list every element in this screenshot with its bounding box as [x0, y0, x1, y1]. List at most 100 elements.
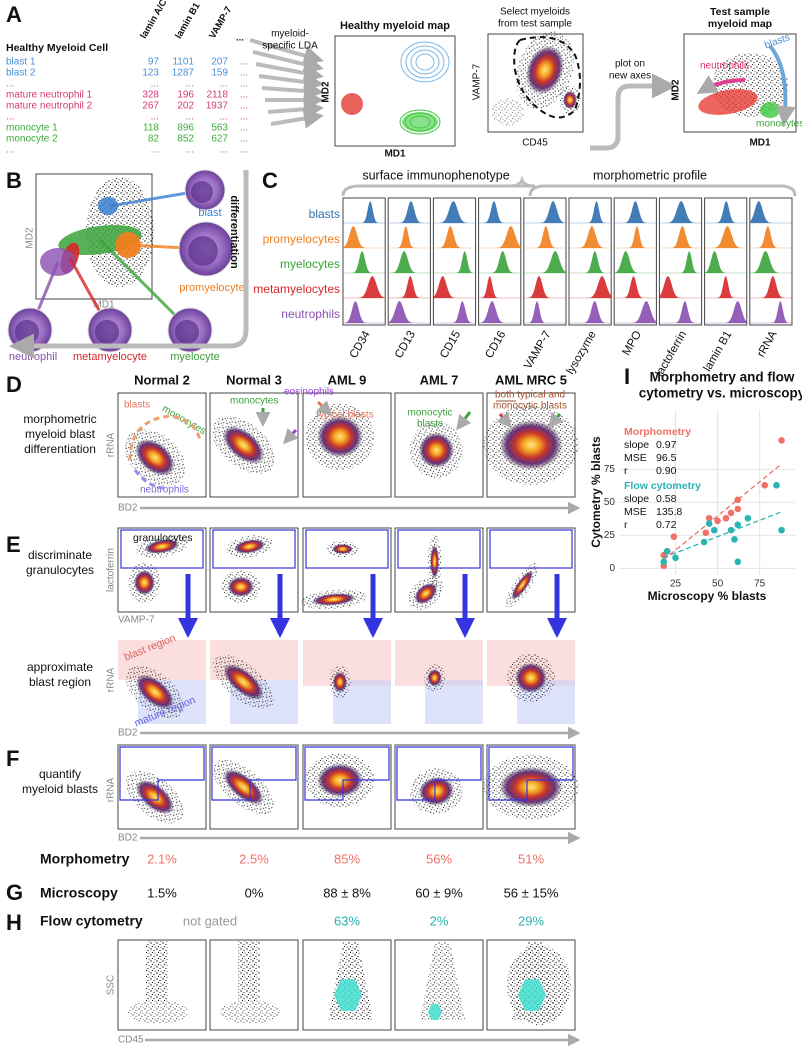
- table-cell: 1101: [172, 57, 194, 68]
- gate: [212, 529, 296, 569]
- group-bracket: [341, 175, 536, 197]
- cluster: [760, 102, 780, 118]
- histogram-column: [704, 197, 748, 326]
- column-header: ...: [236, 33, 244, 44]
- density-core: [418, 432, 454, 468]
- group-bracket: [528, 184, 797, 197]
- annotation: monocytes: [230, 396, 278, 407]
- density-core: [317, 415, 363, 458]
- scatter-cloud: [238, 941, 260, 1001]
- histogram-column: [478, 197, 522, 326]
- density-core: [427, 669, 442, 687]
- plot-frame: [486, 527, 576, 613]
- histogram-column: [658, 197, 703, 326]
- point: [734, 558, 742, 566]
- panel-letter: D: [6, 372, 22, 397]
- table-cell: 2118: [206, 90, 228, 101]
- cluster: [399, 109, 441, 135]
- cell-nucleus: [174, 319, 200, 345]
- point: [660, 558, 668, 566]
- histogram: [659, 201, 702, 223]
- histogram: [478, 276, 521, 298]
- histogram: [704, 201, 747, 223]
- panel-letter: H: [6, 910, 22, 935]
- annotation-arrow: [282, 428, 299, 445]
- label: MD1: [749, 138, 771, 149]
- result-value: 56%: [426, 851, 452, 866]
- axis-label: VAMP-7: [118, 615, 155, 626]
- annotation: eosinophils: [284, 387, 334, 398]
- row-label: blasts: [309, 207, 340, 221]
- density-core: [222, 426, 265, 464]
- sample-header: Normal 2: [134, 372, 190, 387]
- histogram: [749, 226, 792, 248]
- density-core: [135, 439, 175, 476]
- stat-value: 96.5: [656, 452, 677, 464]
- table-cell: 97: [148, 57, 160, 68]
- histogram: [614, 226, 657, 248]
- plot-frame: [209, 939, 299, 1031]
- label: MD1: [93, 300, 115, 311]
- table-cell: 852: [177, 134, 194, 145]
- annotation: blasts: [417, 419, 443, 430]
- blast-gate: [119, 746, 205, 801]
- density-core: [418, 776, 454, 806]
- plot-frame: [117, 744, 207, 830]
- chart-title: Morphometry and flow: [650, 370, 795, 385]
- density-core: [430, 544, 439, 579]
- table-cell: ...: [240, 123, 248, 134]
- row-label: myelocytes: [280, 257, 340, 271]
- table-cell: 1287: [172, 68, 195, 79]
- row-description: discriminate: [28, 548, 92, 562]
- table-cell: 159: [211, 68, 228, 79]
- plot-frame: [302, 744, 392, 830]
- panel-letter: B: [6, 168, 22, 193]
- histogram: [749, 251, 792, 273]
- sample-header: AML 7: [420, 372, 459, 387]
- cell-label: neutrophil: [9, 351, 57, 363]
- histogram: [343, 276, 386, 298]
- gate: [489, 529, 573, 569]
- density-core: [144, 539, 180, 554]
- stat-label: slope: [624, 493, 649, 505]
- table-cell: 627: [211, 134, 228, 145]
- histogram-column: [568, 197, 612, 326]
- label: MD2: [25, 227, 36, 249]
- point: [744, 514, 752, 522]
- fit-line: [663, 511, 782, 559]
- density-core: [223, 769, 264, 805]
- panel-letter: C: [262, 168, 278, 193]
- axis-label: BD2: [118, 833, 138, 844]
- histogram: [478, 226, 521, 248]
- table-cell: ...: [240, 68, 248, 79]
- table-cell: ...: [220, 112, 228, 123]
- label: MD1: [384, 149, 406, 160]
- map-title: from test sample: [498, 19, 572, 30]
- cell-nucleus: [191, 181, 213, 203]
- stat-label: r: [624, 519, 628, 531]
- plot-frame: [394, 392, 484, 498]
- point: [663, 547, 671, 555]
- row-label: blast 2: [6, 68, 36, 79]
- scatter-cloud: [128, 1000, 188, 1024]
- result-value: 60 ± 9%: [415, 885, 463, 900]
- stack-arrow: [267, 99, 324, 120]
- table-cell: 207: [211, 57, 228, 68]
- column-label: VAMP-7: [522, 329, 553, 371]
- y-tick-label: 75: [604, 464, 616, 475]
- density-core: [311, 593, 356, 606]
- table-cell: ...: [220, 145, 228, 156]
- column-label: lamin B1: [702, 329, 735, 374]
- histogram: [749, 301, 792, 323]
- map-title: Healthy myeloid map: [340, 20, 450, 32]
- gate-outline: [513, 36, 581, 119]
- density-core: [563, 91, 577, 109]
- trajectory-arrow: [696, 75, 746, 95]
- histogram: [704, 251, 747, 273]
- annotation: typical blasts: [316, 410, 373, 421]
- axis-label: CD45: [118, 1035, 144, 1046]
- density-core: [332, 671, 347, 693]
- annotation-arc: [133, 469, 171, 490]
- row-label: ...: [6, 79, 14, 90]
